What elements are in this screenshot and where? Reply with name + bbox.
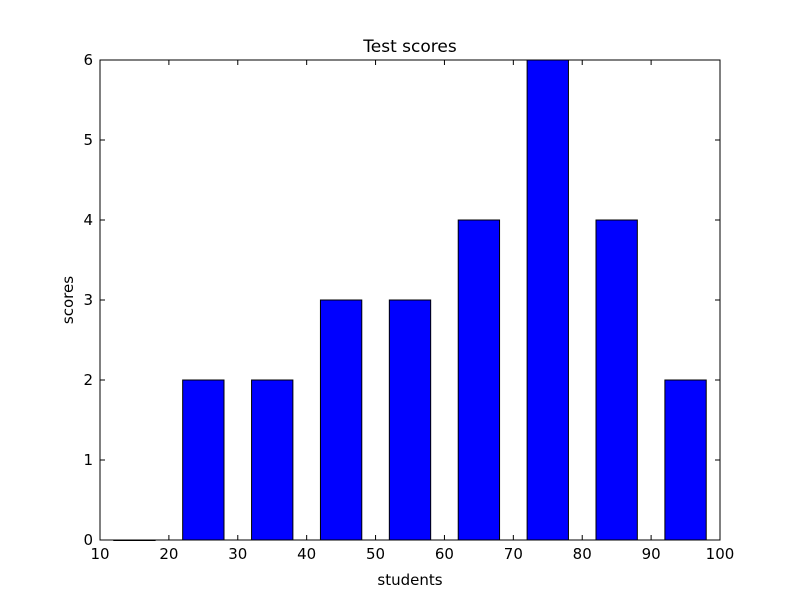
bar-65 <box>457 219 501 541</box>
x-tick-label: 30 <box>228 545 247 563</box>
x-tick-label: 80 <box>573 545 592 563</box>
bar-45 <box>319 299 363 541</box>
y-tick-label: 2 <box>83 371 93 389</box>
y-tick-label: 3 <box>83 291 93 309</box>
plot-frame <box>99 59 721 541</box>
x-tick-label: 10 <box>90 545 109 563</box>
bar-55 <box>388 299 432 541</box>
y-axis-label: scores <box>59 276 77 324</box>
y-tick-label: 1 <box>83 451 93 469</box>
x-tick-label: 90 <box>642 545 661 563</box>
ticks-group: 10 20 30 40 50 60 70 80 90 100 0 1 2 3 4 5 6 <box>83 51 734 563</box>
bar-95 <box>664 379 707 541</box>
x-tick-label: 60 <box>435 545 454 563</box>
y-tick-label: 6 <box>83 51 93 69</box>
y-tick-label: 4 <box>83 211 93 229</box>
x-axis-label: students <box>377 571 442 589</box>
y-tick-label: 5 <box>83 131 93 149</box>
bar-25 <box>182 379 225 541</box>
chart-title: Test scores <box>362 37 457 57</box>
bars-group <box>113 59 707 541</box>
x-tick-label: 20 <box>159 545 178 563</box>
bar-75 <box>526 59 569 541</box>
y-tick-label: 0 <box>83 531 93 549</box>
bar-35 <box>251 379 294 541</box>
x-tick-label: 100 <box>706 545 735 563</box>
x-tick-label: 40 <box>297 545 316 563</box>
x-tick-label: 70 <box>504 545 523 563</box>
bar-85 <box>595 219 638 541</box>
x-tick-label: 50 <box>366 545 385 563</box>
